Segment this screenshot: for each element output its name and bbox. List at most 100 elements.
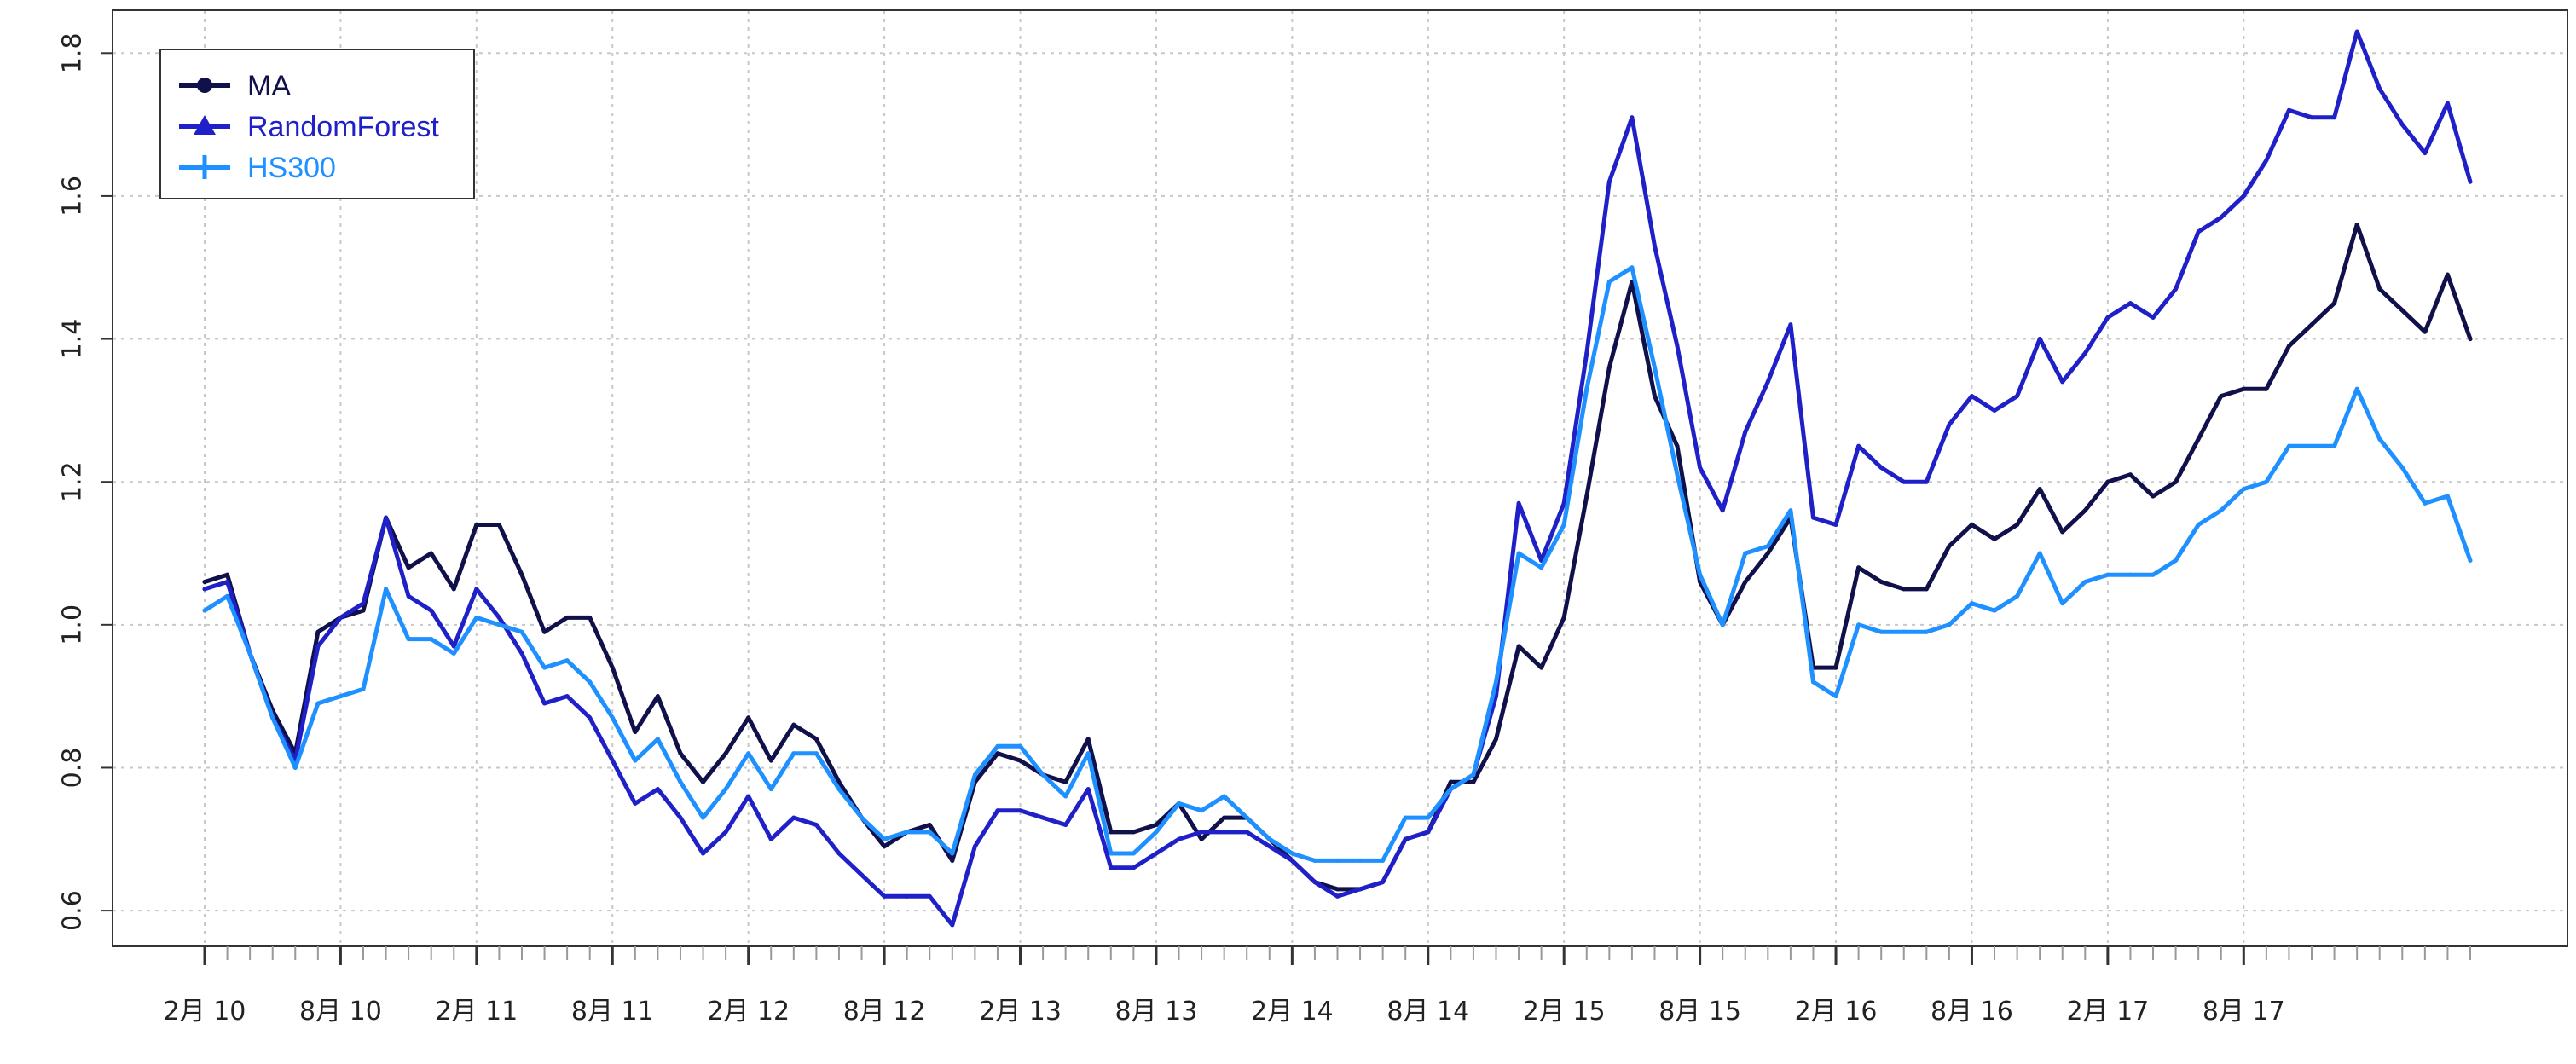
- data-point-hs300: [1902, 629, 1907, 634]
- y-tick-label: 0.6: [58, 890, 88, 931]
- data-point-randomforest: [2377, 86, 2382, 91]
- data-point-ma: [1561, 615, 1566, 620]
- data-point-randomforest: [746, 794, 751, 799]
- data-point-hs300: [1606, 280, 1612, 285]
- data-point-randomforest: [1630, 115, 1635, 120]
- data-point-ma: [610, 665, 615, 670]
- data-point-hs300: [1267, 836, 1272, 841]
- data-point-randomforest: [1878, 465, 1884, 470]
- data-point-randomforest: [2445, 101, 2450, 106]
- series-layer: [202, 29, 2473, 928]
- data-point-hs300: [995, 743, 1000, 749]
- data-point-randomforest: [338, 615, 343, 620]
- data-point-randomforest: [1516, 500, 1521, 506]
- data-point-hs300: [292, 765, 298, 770]
- data-point-hs300: [1289, 851, 1294, 856]
- data-point-hs300: [723, 787, 728, 792]
- data-point-hs300: [610, 715, 615, 720]
- data-point-ma: [1743, 580, 1748, 585]
- data-point-ma: [791, 722, 796, 727]
- data-point-ma: [1493, 737, 1498, 742]
- data-point-randomforest: [2196, 229, 2201, 234]
- data-point-ma: [2127, 472, 2133, 477]
- data-point-hs300: [2309, 443, 2314, 448]
- data-point-randomforest: [1856, 443, 1861, 448]
- data-point-hs300: [542, 665, 547, 670]
- data-point-randomforest: [202, 587, 207, 592]
- data-point-ma: [1969, 522, 1974, 527]
- data-point-hs300: [633, 758, 638, 763]
- data-point-ma: [701, 779, 706, 784]
- data-point-randomforest: [1924, 479, 1929, 484]
- legend-item-randomforest: RandomForest: [179, 111, 439, 143]
- data-point-hs300: [338, 694, 343, 699]
- data-point-ma: [474, 522, 479, 527]
- data-point-randomforest: [1085, 787, 1091, 792]
- data-point-hs300: [1743, 551, 1748, 556]
- data-point-hs300: [2219, 508, 2224, 513]
- data-point-hs300: [2037, 551, 2042, 556]
- y-tick-label: 1.8: [58, 32, 88, 73]
- data-point-ma: [995, 751, 1000, 756]
- data-point-hs300: [1471, 772, 1476, 778]
- data-point-hs300: [1788, 508, 1793, 513]
- data-point-ma: [1471, 779, 1476, 784]
- data-point-ma: [1222, 815, 1227, 820]
- data-point-hs300: [1652, 365, 1657, 370]
- data-point-hs300: [451, 651, 456, 656]
- data-point-hs300: [1720, 622, 1725, 627]
- data-point-ma: [1856, 565, 1861, 570]
- data-point-hs300: [1833, 694, 1838, 699]
- data-point-hs300: [2423, 500, 2428, 506]
- data-point-randomforest: [2468, 179, 2473, 184]
- x-axis: 2月 10 8月 10 2月 11 8月 11 2月 12 8月 12 2月 13 8月 13…: [164, 946, 2471, 1026]
- data-point-randomforest: [1357, 887, 1363, 892]
- y-tick-label: 1.6: [58, 176, 88, 217]
- data-point-hs300: [813, 751, 819, 756]
- data-point-hs300: [2241, 487, 2246, 492]
- data-point-ma: [496, 522, 501, 527]
- data-point-hs300: [1018, 743, 1023, 749]
- data-point-hs300: [1539, 565, 1544, 570]
- legend-item-hs300: HS300: [179, 152, 336, 184]
- legend-item-ma: MA: [179, 70, 291, 102]
- data-point-ma: [361, 608, 366, 613]
- data-point-ma: [588, 615, 593, 620]
- data-point-hs300: [1448, 787, 1453, 792]
- data-point-randomforest: [1154, 851, 1159, 856]
- data-point-randomforest: [2332, 115, 2337, 120]
- data-point-hs300: [1765, 544, 1770, 549]
- data-point-hs300: [1063, 794, 1068, 799]
- data-point-randomforest: [1969, 394, 1974, 399]
- data-point-randomforest: [2309, 115, 2314, 120]
- data-point-hs300: [836, 787, 842, 792]
- data-point-hs300: [1493, 679, 1498, 685]
- data-point-hs300: [882, 836, 887, 841]
- data-point-hs300: [927, 830, 932, 835]
- data-point-hs300: [270, 715, 275, 720]
- data-point-hs300: [1810, 679, 1815, 685]
- data-point-hs300: [1312, 858, 1317, 863]
- data-point-randomforest: [429, 608, 434, 613]
- data-point-ma: [746, 715, 751, 720]
- data-point-randomforest: [633, 801, 638, 806]
- data-point-hs300: [1969, 601, 1974, 606]
- data-point-ma: [1516, 644, 1521, 649]
- data-point-ma: [1335, 887, 1340, 892]
- data-point-ma: [1652, 394, 1657, 399]
- data-point-randomforest: [361, 601, 366, 606]
- data-point-ma: [2037, 487, 2042, 492]
- data-point-ma: [813, 737, 819, 742]
- data-point-hs300: [2399, 465, 2405, 470]
- data-point-randomforest: [1765, 379, 1770, 385]
- data-point-ma: [1606, 365, 1612, 370]
- data-point-hs300: [860, 815, 865, 820]
- data-point-randomforest: [2241, 194, 2246, 199]
- data-point-hs300: [202, 608, 207, 613]
- data-point-ma: [1992, 536, 1997, 541]
- data-point-hs300: [315, 701, 321, 706]
- data-point-randomforest: [610, 758, 615, 763]
- data-point-ma: [519, 572, 524, 577]
- data-point-hs300: [1584, 386, 1589, 391]
